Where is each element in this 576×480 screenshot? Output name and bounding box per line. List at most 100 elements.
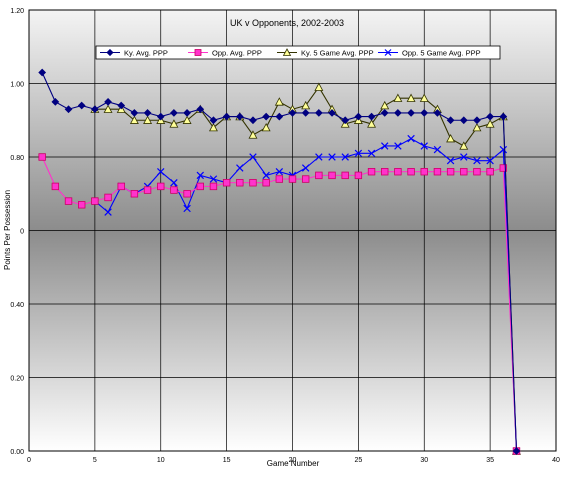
data-point — [485, 119, 495, 128]
data-point — [249, 153, 257, 161]
legend-label: Ky. 5 Game Avg. PPP — [301, 49, 374, 58]
data-point — [328, 171, 336, 180]
data-point — [314, 82, 324, 91]
x-tick-label: 25 — [354, 457, 362, 464]
data-point — [420, 167, 428, 176]
data-point — [209, 182, 218, 191]
series-0 — [38, 68, 521, 455]
x-tick-label: 0 — [27, 457, 31, 464]
data-point — [420, 142, 428, 150]
data-point — [130, 190, 139, 198]
x-tick-label: 20 — [289, 457, 297, 464]
data-point — [459, 116, 468, 125]
data-point — [117, 182, 125, 191]
data-point — [77, 101, 86, 110]
data-point — [156, 112, 165, 121]
data-point — [381, 167, 389, 176]
data-point — [208, 122, 218, 132]
data-point — [406, 93, 416, 102]
data-point — [288, 175, 297, 183]
data-point — [183, 204, 191, 213]
data-point — [446, 133, 456, 143]
data-point — [380, 100, 390, 110]
data-point — [209, 116, 218, 125]
data-point — [103, 104, 113, 113]
data-point — [419, 93, 429, 102]
data-point — [248, 130, 258, 139]
y-tick-label: 0.20 — [10, 376, 24, 383]
data-point — [499, 164, 507, 172]
data-point — [315, 153, 323, 161]
x-tick-label: 15 — [223, 457, 231, 464]
x-tick-label: 40 — [552, 457, 560, 464]
data-point — [314, 109, 323, 117]
x-tick-label: 30 — [420, 457, 428, 464]
data-point — [51, 182, 60, 191]
data-point — [183, 109, 191, 117]
chart-title: UK v Opponents, 2002-2003 — [230, 18, 344, 28]
data-point — [78, 201, 86, 209]
data-point — [64, 105, 73, 114]
data-point — [222, 112, 231, 121]
data-point — [499, 112, 508, 121]
data-point — [446, 116, 455, 125]
data-point — [460, 153, 468, 161]
data-point — [130, 109, 139, 117]
data-point — [367, 167, 376, 176]
data-point — [486, 167, 494, 176]
data-point — [459, 141, 469, 150]
data-point — [512, 447, 521, 455]
data-point — [341, 116, 350, 125]
data-point — [354, 171, 363, 180]
data-point — [301, 100, 311, 110]
data-point — [486, 156, 494, 165]
data-point — [262, 171, 270, 180]
data-point — [407, 134, 415, 143]
data-point — [288, 109, 297, 117]
data-point — [196, 105, 205, 114]
data-point — [261, 122, 271, 132]
y-axis-label: Points Per Possession — [3, 190, 12, 270]
y-tick-label: 1.00 — [10, 82, 24, 89]
data-point — [433, 167, 442, 176]
data-point — [91, 105, 99, 114]
data-point — [170, 186, 178, 194]
data-point — [104, 193, 112, 202]
data-point — [473, 156, 481, 165]
data-point — [499, 145, 508, 154]
data-point — [104, 208, 112, 216]
legend: Ky. Avg. PPP Opp. Avg. PPP Ky. 5 Game Avg.… — [95, 45, 501, 60]
data-point — [170, 179, 178, 187]
data-point — [473, 167, 481, 176]
data-point — [473, 116, 481, 125]
data-point — [170, 109, 178, 117]
data-point — [51, 98, 60, 106]
y-tick-label: 0.00 — [10, 449, 24, 456]
data-point — [129, 115, 139, 124]
data-point — [354, 112, 363, 121]
data-point — [394, 109, 402, 117]
data-point — [196, 171, 204, 180]
data-point — [301, 109, 310, 117]
data-point — [341, 171, 349, 180]
data-point — [262, 179, 270, 187]
data-point — [194, 49, 202, 56]
data-point — [367, 119, 377, 128]
data-point — [301, 175, 310, 183]
data-point — [394, 142, 402, 150]
data-point — [274, 97, 284, 106]
data-point — [472, 122, 482, 132]
data-point — [407, 167, 415, 176]
y-tick-label: 0 — [20, 229, 24, 236]
data-point — [64, 197, 73, 205]
data-point — [433, 109, 442, 117]
data-point — [157, 167, 165, 176]
data-point — [367, 112, 376, 121]
data-point — [157, 182, 165, 191]
data-point — [249, 116, 257, 125]
data-point — [354, 149, 363, 158]
data-point — [143, 115, 153, 124]
data-point — [143, 109, 152, 117]
data-point — [236, 164, 244, 172]
